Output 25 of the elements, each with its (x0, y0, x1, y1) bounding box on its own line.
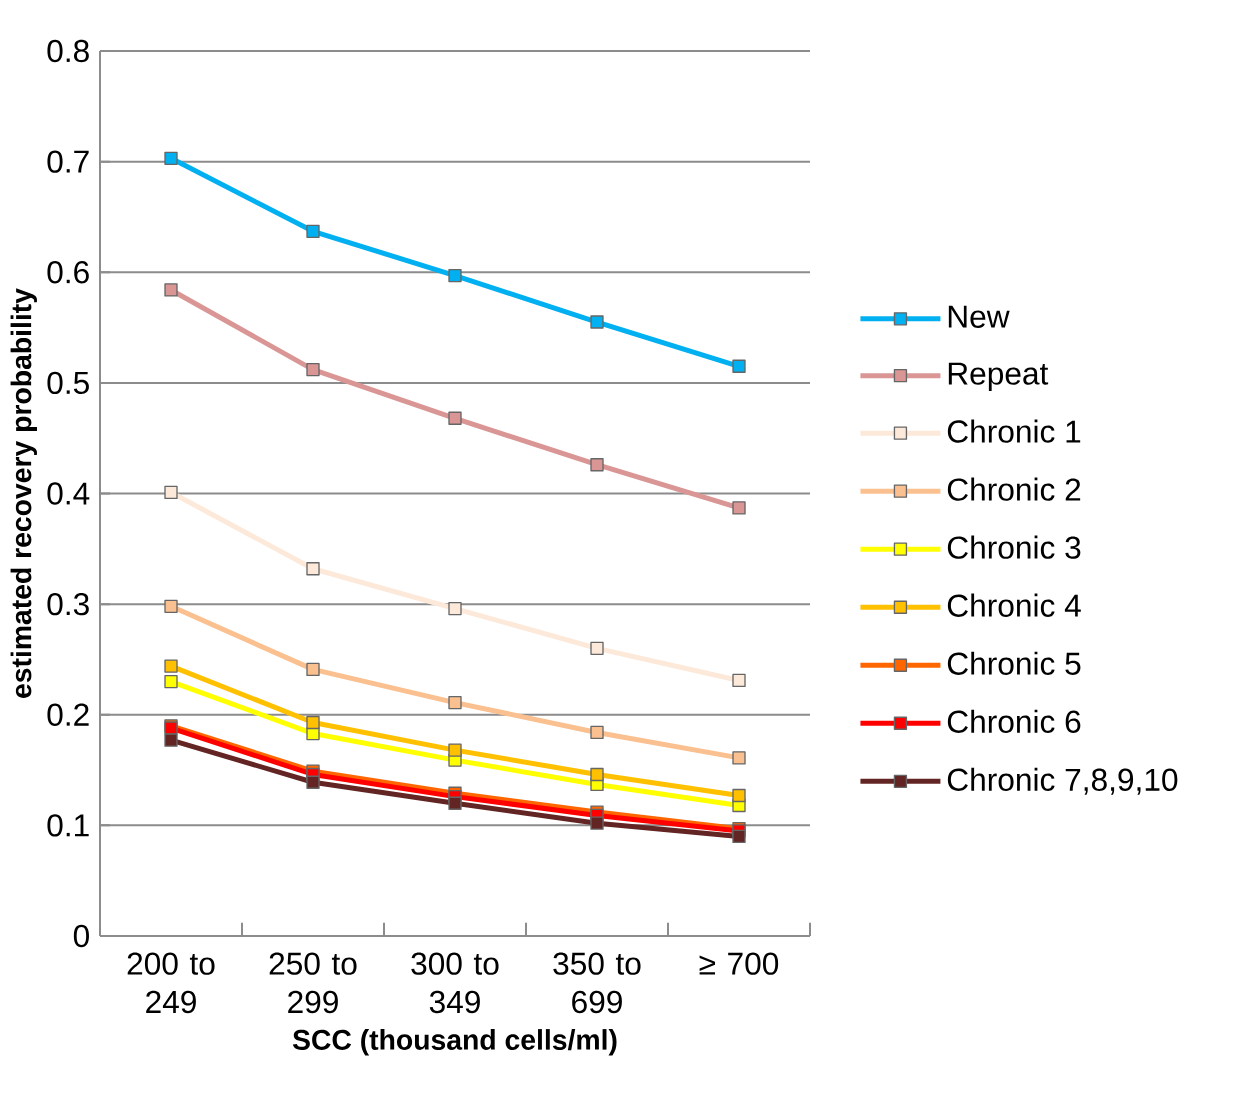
legend-label: New (948, 305, 1010, 328)
y-tick-label: 0.7 (47, 150, 89, 173)
legend-label: Chronic 4 (947, 593, 1081, 617)
y-tick-label: 0 (73, 924, 89, 948)
x-tick-label: 200 to 249 (127, 952, 215, 1014)
y-tick-label: 0.6 (47, 261, 89, 284)
y-tick-label: 0.5 (47, 371, 89, 395)
legend-label: Chronic 7,8,9,10 (947, 767, 1178, 795)
x-tick-label: ≥ 700 (699, 952, 779, 975)
legend-label: Chronic 2 (947, 477, 1081, 501)
x-tick-label: 300 to 349 (411, 952, 499, 1014)
legend-label: Chronic 3 (947, 535, 1081, 559)
x-tick-label: 350 to 699 (553, 952, 641, 1014)
y-tick-label: 0.2 (47, 703, 89, 726)
x-axis-title: SCC (thousand cells/ml) (292, 1029, 617, 1056)
y-tick-label: 0.4 (47, 482, 90, 505)
y-tick-label: 0.8 (47, 39, 89, 63)
legend-label: Repeat (948, 362, 1049, 392)
x-tick-label: 250 to 299 (269, 952, 357, 1014)
legend-label: Chronic 6 (947, 709, 1081, 733)
y-axis-title: estimated recovery probability (10, 288, 37, 698)
legend-label: Chronic 1 (947, 419, 1081, 443)
y-tick-label: 0.3 (47, 592, 89, 616)
legend-label: Chronic 5 (947, 651, 1081, 675)
y-tick-label: 0.1 (47, 814, 89, 837)
